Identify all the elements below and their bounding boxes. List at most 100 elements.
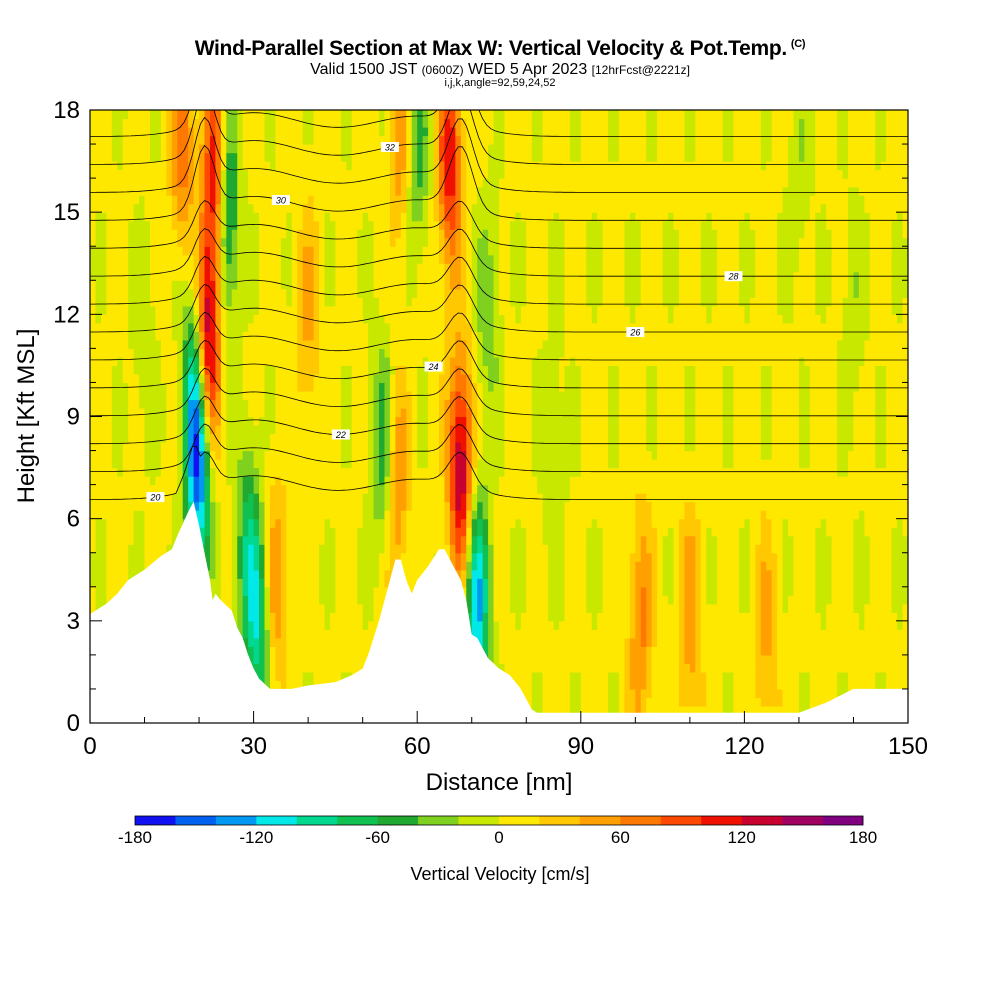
velocity-cell bbox=[286, 110, 293, 120]
velocity-cell bbox=[199, 229, 206, 239]
velocity-cell bbox=[449, 484, 456, 494]
velocity-cell bbox=[324, 603, 331, 613]
velocity-cell bbox=[220, 127, 227, 137]
velocity-cell bbox=[357, 552, 364, 562]
velocity-cell bbox=[280, 561, 287, 571]
velocity-cell bbox=[100, 229, 107, 239]
velocity-cell bbox=[90, 127, 97, 137]
velocity-cell bbox=[297, 459, 304, 469]
velocity-cell bbox=[280, 484, 287, 494]
velocity-cell bbox=[460, 237, 467, 247]
velocity-cell bbox=[439, 450, 446, 460]
velocity-cell bbox=[313, 484, 320, 494]
velocity-cell bbox=[400, 161, 407, 171]
velocity-cell bbox=[379, 246, 386, 256]
velocity-cell bbox=[286, 407, 293, 418]
velocity-cell bbox=[139, 297, 146, 307]
velocity-cell bbox=[449, 527, 456, 537]
velocity-cell bbox=[444, 442, 451, 452]
velocity-cell bbox=[389, 297, 396, 307]
velocity-cell bbox=[264, 135, 271, 145]
velocity-cell bbox=[460, 493, 467, 503]
velocity-cell bbox=[133, 425, 140, 435]
velocity-cell bbox=[90, 595, 97, 605]
velocity-cell bbox=[395, 169, 402, 179]
velocity-cell bbox=[297, 586, 304, 596]
velocity-cell bbox=[444, 135, 451, 145]
velocity-cell bbox=[319, 110, 326, 120]
velocity-cell bbox=[171, 263, 178, 273]
velocity-cell bbox=[193, 399, 200, 409]
velocity-cell bbox=[128, 467, 135, 477]
velocity-cell bbox=[362, 297, 369, 307]
velocity-cell bbox=[215, 518, 222, 528]
velocity-cell bbox=[335, 407, 342, 418]
velocity-cell bbox=[166, 382, 173, 392]
velocity-cell bbox=[319, 612, 326, 622]
velocity-cell bbox=[428, 339, 435, 349]
velocity-cell bbox=[286, 544, 293, 554]
velocity-cell bbox=[269, 356, 277, 367]
velocity-cell bbox=[95, 510, 102, 520]
velocity-cell bbox=[460, 220, 467, 230]
velocity-cell bbox=[422, 382, 429, 392]
velocity-cell bbox=[220, 595, 227, 605]
velocity-cell bbox=[226, 314, 233, 324]
velocity-cell bbox=[411, 382, 418, 392]
velocity-cell bbox=[340, 501, 347, 511]
velocity-cell bbox=[242, 535, 249, 545]
velocity-cell bbox=[384, 297, 391, 307]
velocity-cell bbox=[269, 535, 277, 545]
velocity-cell bbox=[111, 501, 118, 511]
velocity-cell bbox=[379, 416, 386, 426]
velocity-cell bbox=[264, 322, 271, 332]
velocity-cell bbox=[264, 331, 271, 341]
velocity-cell bbox=[90, 178, 97, 188]
velocity-cell bbox=[291, 152, 298, 162]
velocity-cell bbox=[280, 544, 287, 554]
velocity-cell bbox=[122, 314, 129, 324]
velocity-cell bbox=[264, 484, 271, 494]
velocity-cell bbox=[117, 220, 124, 230]
velocity-cell bbox=[411, 127, 418, 137]
velocity-cell bbox=[406, 569, 413, 579]
velocity-cell bbox=[100, 297, 107, 307]
velocity-cell bbox=[373, 399, 380, 409]
velocity-cell bbox=[400, 229, 407, 239]
velocity-cell bbox=[275, 271, 282, 281]
velocity-cell bbox=[351, 595, 358, 605]
velocity-cell bbox=[417, 280, 424, 290]
velocity-cell bbox=[90, 169, 97, 179]
velocity-cell bbox=[357, 544, 364, 554]
velocity-cell bbox=[297, 578, 304, 588]
velocity-cell bbox=[379, 373, 386, 384]
velocity-cell bbox=[269, 271, 277, 281]
velocity-cell bbox=[128, 152, 135, 162]
velocity-cell bbox=[166, 220, 173, 230]
velocity-cell bbox=[199, 450, 206, 460]
velocity-cell bbox=[351, 314, 358, 324]
velocity-cell bbox=[280, 416, 287, 426]
velocity-cell bbox=[253, 637, 260, 647]
velocity-cell bbox=[128, 305, 135, 315]
velocity-cell bbox=[444, 280, 451, 290]
velocity-cell bbox=[291, 373, 298, 384]
velocity-cell bbox=[428, 220, 435, 230]
velocity-cell bbox=[248, 229, 255, 239]
velocity-cell bbox=[313, 331, 320, 341]
velocity-cell bbox=[433, 425, 440, 435]
velocity-cell bbox=[373, 612, 380, 622]
velocity-cell bbox=[389, 476, 396, 486]
velocity-cell bbox=[335, 637, 342, 647]
velocity-cell bbox=[368, 356, 375, 367]
velocity-cell bbox=[422, 544, 429, 554]
velocity-cell bbox=[422, 280, 429, 290]
velocity-cell bbox=[357, 620, 364, 630]
velocity-cell bbox=[444, 110, 451, 120]
velocity-cell bbox=[302, 314, 309, 324]
velocity-cell bbox=[351, 399, 358, 409]
velocity-cell bbox=[417, 348, 424, 358]
velocity-cell bbox=[357, 297, 364, 307]
velocity-cell bbox=[362, 425, 369, 435]
velocity-cell bbox=[133, 280, 140, 290]
